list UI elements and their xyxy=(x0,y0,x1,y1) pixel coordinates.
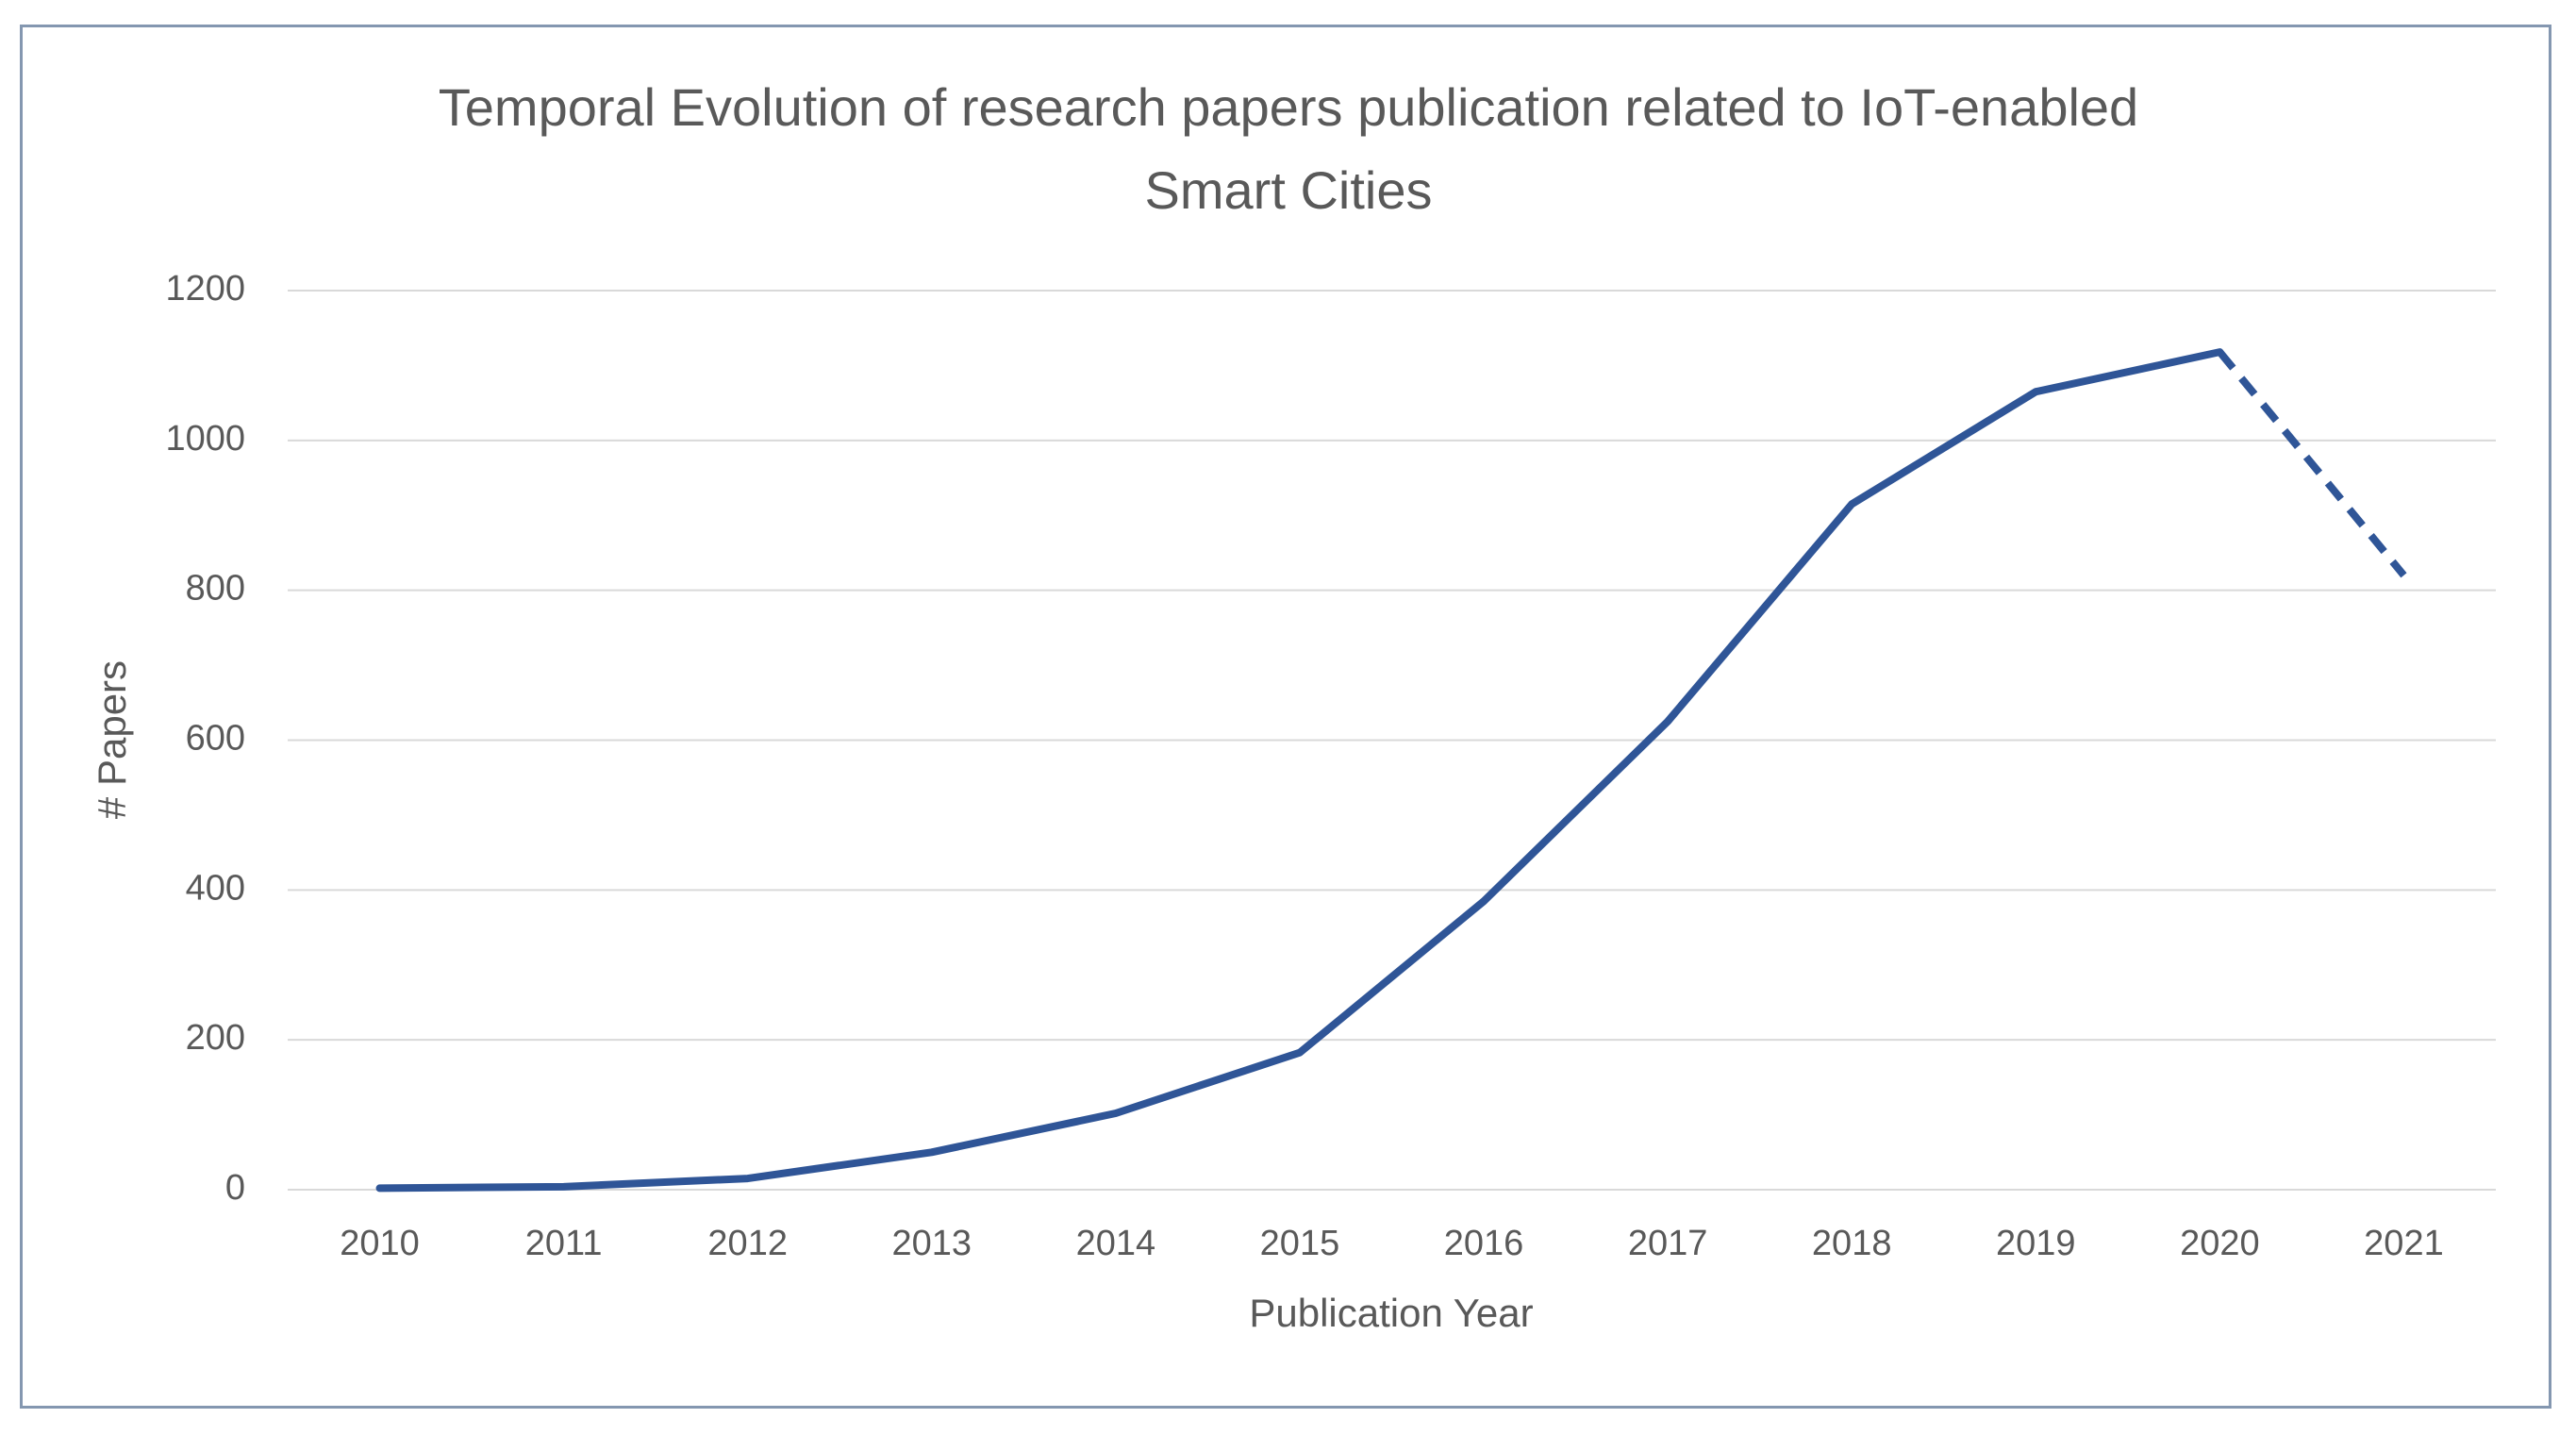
chart-frame xyxy=(20,25,2551,1409)
y-tick-label: 1200 xyxy=(165,269,245,309)
line-series xyxy=(375,348,2224,1193)
x-tick-label: 2013 xyxy=(892,1224,972,1263)
y-tick-label: 800 xyxy=(186,569,245,609)
y-tick-label: 1000 xyxy=(165,419,245,459)
x-tick-label: 2019 xyxy=(1996,1224,2076,1263)
chart-title: Temporal Evolution of research papers pu… xyxy=(438,77,2139,220)
x-tick-label: 2021 xyxy=(2364,1224,2444,1263)
y-tick-label: 200 xyxy=(186,1018,245,1058)
x-tick-label: 2017 xyxy=(1628,1224,1708,1263)
x-tick-label: 2010 xyxy=(340,1224,420,1263)
x-tick-label: 2011 xyxy=(525,1224,603,1263)
line-series-dashed xyxy=(2217,349,2407,578)
x-axis-title: Publication Year xyxy=(1249,1291,1533,1335)
y-tick-label: 600 xyxy=(186,719,245,759)
x-tick-label: 2020 xyxy=(2180,1224,2260,1263)
x-tick-label: 2018 xyxy=(1812,1224,1892,1263)
x-tick-label: 2012 xyxy=(707,1224,788,1263)
x-tick-label: 2014 xyxy=(1076,1224,1156,1263)
x-tick-label: 2016 xyxy=(1444,1224,1524,1263)
y-tick-label: 0 xyxy=(225,1168,245,1208)
y-tick-label: 400 xyxy=(186,868,245,908)
x-tick-label: 2015 xyxy=(1260,1224,1340,1263)
y-axis-title: # Papers xyxy=(90,660,134,819)
